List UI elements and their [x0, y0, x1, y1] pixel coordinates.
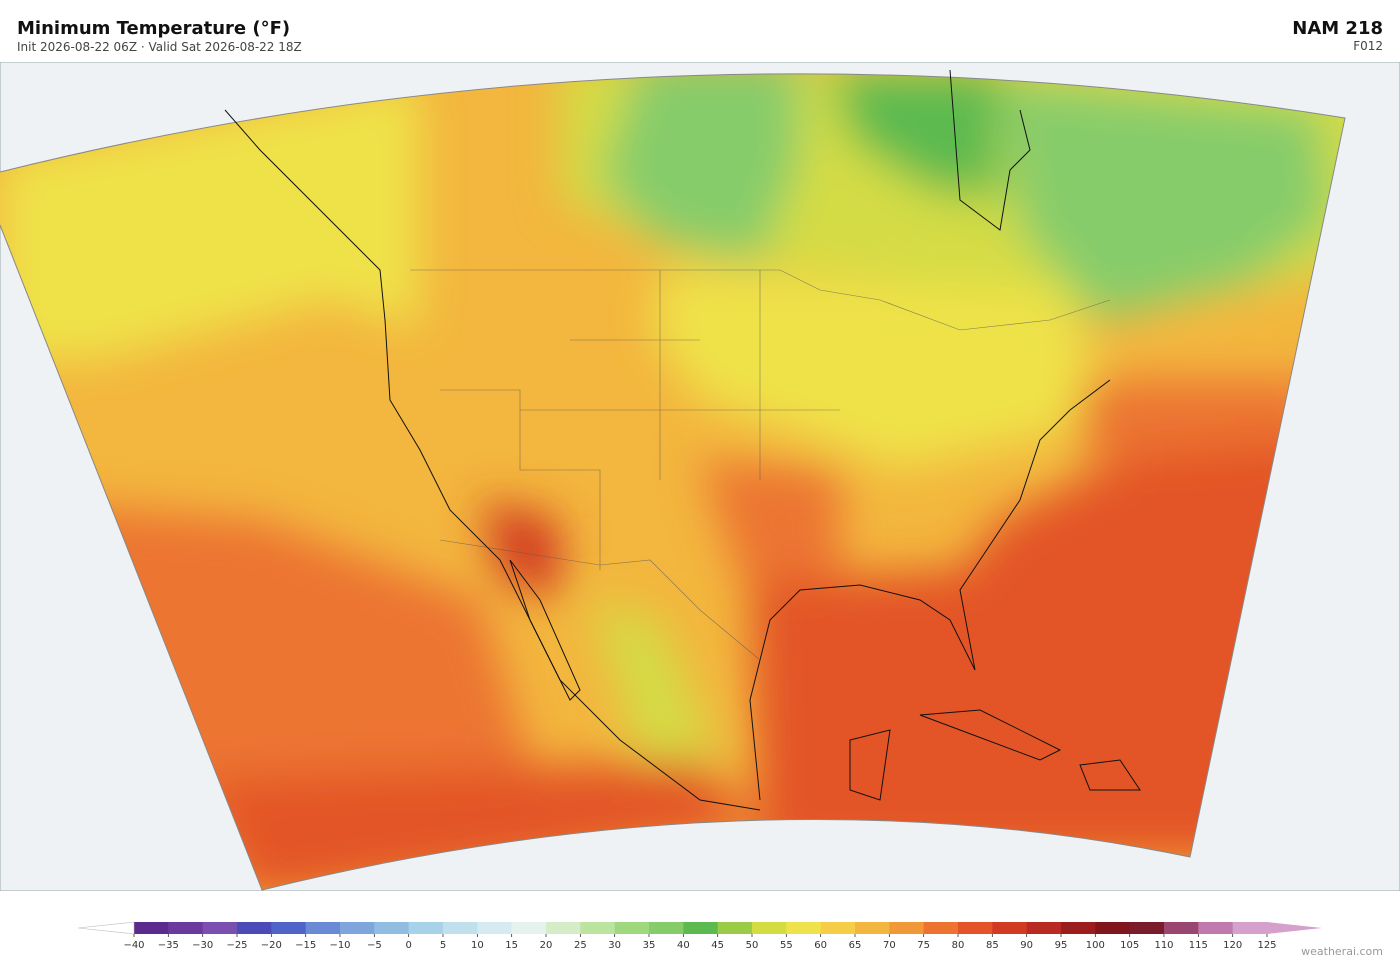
colorbar-bin: [1198, 922, 1234, 934]
colorbar-tick-label: −25: [226, 940, 247, 951]
watermark: weatherai.com: [1301, 945, 1383, 958]
colorbar-bin: [1232, 922, 1268, 934]
colorbar: −40 −35 −30 −25 −20 −15 −10 −5 0 5 10 15 20 25 30 35 40 4…: [77, 921, 1322, 951]
colorbar-tick-label: 60: [814, 940, 827, 951]
colorbar-tick-label: 120: [1223, 940, 1242, 951]
colorbar-tick-label: 105: [1120, 940, 1139, 951]
colorbar-bin: [958, 922, 993, 934]
colorbar-tick-label: −5: [367, 940, 382, 951]
colorbar-tick-label: 30: [608, 940, 621, 951]
colorbar-tick-label: 70: [883, 940, 896, 951]
colorbar-tick-label: 115: [1189, 940, 1208, 951]
colorbar-tick-label: 20: [540, 940, 553, 951]
colorbar-tick-label: −35: [158, 940, 179, 951]
colorbar-tick-label: 0: [405, 940, 411, 951]
colorbar-tick-label: 75: [917, 940, 930, 951]
colorbar-tick-label: 40: [677, 940, 690, 951]
colorbar-tick-label: 125: [1257, 940, 1276, 951]
colorbar-tick-label: 10: [471, 940, 484, 951]
colorbar-bin: [1164, 922, 1199, 934]
colorbar-bin: [237, 922, 272, 934]
colorbar-bin: [546, 922, 581, 934]
colorbar-extend-high: [1267, 922, 1322, 934]
borders: [410, 269, 1111, 661]
colorbar-bin: [305, 922, 341, 934]
colorbar-tick-label: 65: [849, 940, 862, 951]
colorbar-tick-label: −40: [123, 940, 144, 951]
colorbar-tick-label: 25: [574, 940, 587, 951]
colorbar-bin: [1026, 922, 1062, 934]
colorbar-bin: [992, 922, 1028, 934]
colorbar-bin: [1095, 922, 1131, 934]
colorbar-bin: [408, 922, 444, 934]
colorbar-tick-label: −30: [192, 940, 213, 951]
colorbar-bin: [443, 922, 478, 934]
colorbar-bin: [889, 922, 925, 934]
colorbar-bin: [855, 922, 890, 934]
colorbar-bin: [511, 922, 547, 934]
colorbar-bin: [202, 922, 238, 934]
colorbar-bin: [820, 922, 856, 934]
colorbar-tick-label: 5: [440, 940, 446, 951]
colorbar-bin: [786, 922, 822, 934]
colorbar-bin: [649, 922, 684, 934]
colorbar-tick-label: 45: [711, 940, 724, 951]
colorbar-tick-label: 90: [1020, 940, 1033, 951]
colorbar-bin: [683, 922, 719, 934]
map-title: Minimum Temperature (°F): [17, 18, 290, 39]
colorbar-bin: [271, 922, 307, 934]
colorbar-tick-label: 80: [952, 940, 965, 951]
colorbar-bin: [340, 922, 375, 934]
colorbar-bin: [374, 922, 410, 934]
colorbar-bin: [752, 922, 787, 934]
colorbar-bin: [477, 922, 513, 934]
colorbar-bin: [168, 922, 204, 934]
colorbar-tick-label: 110: [1154, 940, 1173, 951]
map-subtitle: Init 2026-08-22 06Z · Valid Sat 2026-08-…: [17, 40, 302, 54]
forecast-hour: F012: [1353, 39, 1383, 53]
model-name: NAM 218: [1292, 18, 1383, 39]
colorbar-tick-label: 15: [505, 940, 518, 951]
colorbar-tick-label: −15: [295, 940, 316, 951]
colorbar-tick-label: 35: [643, 940, 656, 951]
colorbar-tick-label: 95: [1055, 940, 1068, 951]
colorbar-bin: [923, 922, 959, 934]
colorbar-extend-low: [77, 921, 135, 935]
colorbar-tick-label: 85: [986, 940, 999, 951]
colorbar-bin: [614, 922, 650, 934]
colorbar-bin: [1129, 922, 1165, 934]
colorbar-tick-label: −20: [261, 940, 282, 951]
colorbar-tick-label: 100: [1086, 940, 1105, 951]
colorbar-tick-label: −10: [329, 940, 350, 951]
colorbar-bin: [580, 922, 616, 934]
colorbar-bin: [717, 922, 753, 934]
colorbar-bin: [134, 922, 169, 934]
colorbar-tick-label: 50: [746, 940, 759, 951]
colorbar-tick-label: 55: [780, 940, 793, 951]
colorbar-bin: [1061, 922, 1096, 934]
coastlines: [224, 69, 1141, 811]
